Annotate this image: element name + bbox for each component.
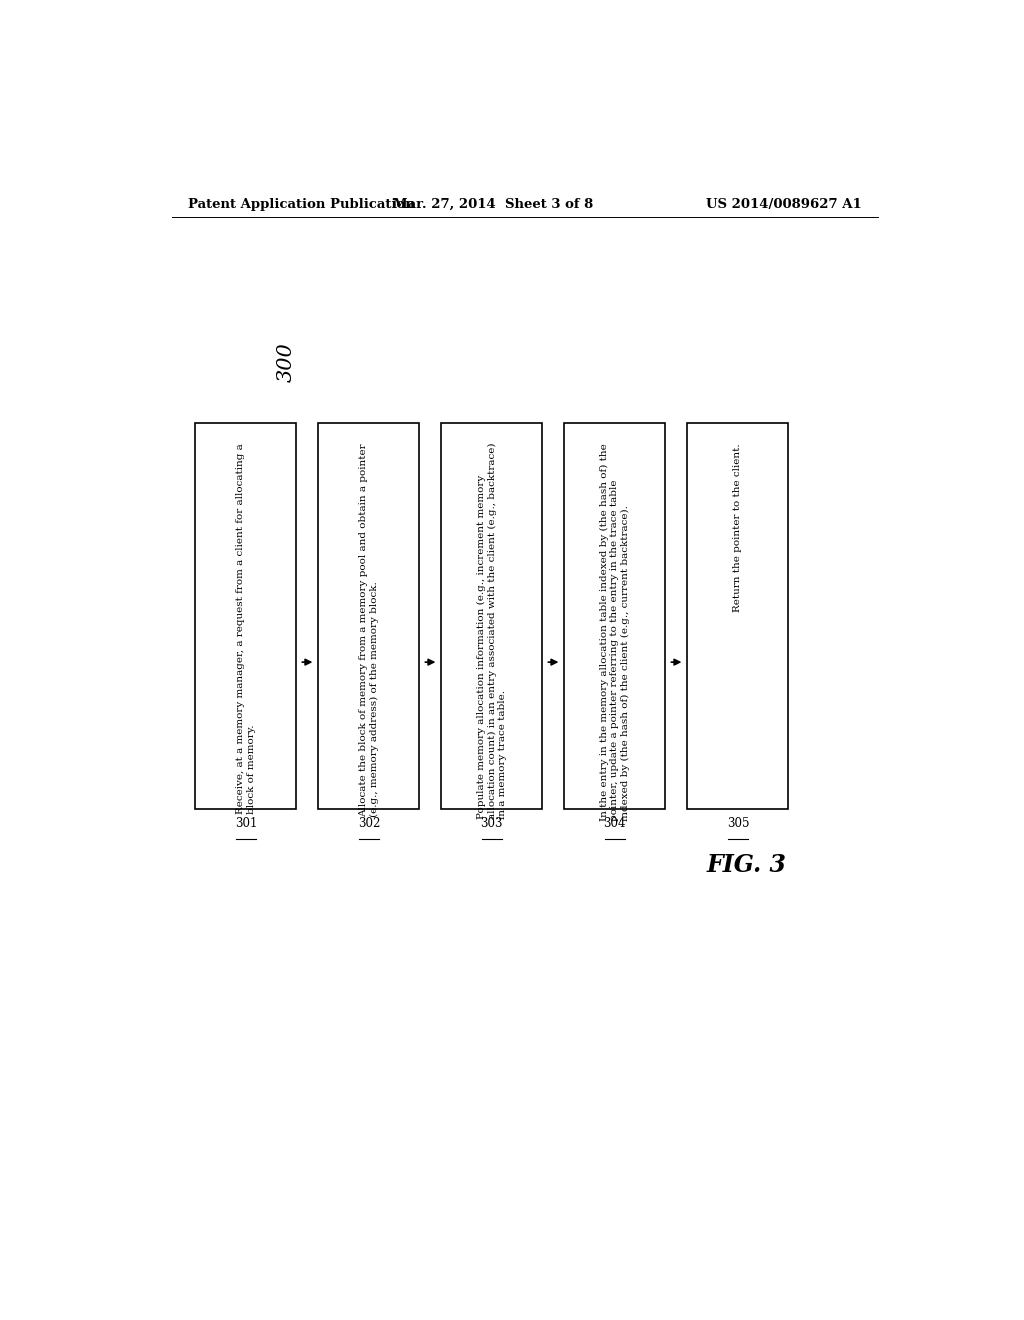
Text: 304: 304 <box>603 817 626 830</box>
Bar <box>196 422 296 809</box>
Bar <box>441 422 543 809</box>
Text: 301: 301 <box>234 817 257 830</box>
Text: 302: 302 <box>357 817 380 830</box>
Text: Allocate the block of memory from a memory pool and obtain a pointer
(e.g., memo: Allocate the block of memory from a memo… <box>359 444 379 817</box>
Text: Receive, at a memory manager, a request from a client for allocating a
block of : Receive, at a memory manager, a request … <box>237 444 256 813</box>
Bar <box>687 422 788 809</box>
Text: In the entry in the memory allocation table indexed by (the hash of) the
pointer: In the entry in the memory allocation ta… <box>600 444 630 821</box>
Text: 305: 305 <box>727 817 750 830</box>
Text: US 2014/0089627 A1: US 2014/0089627 A1 <box>707 198 862 211</box>
Text: Return the pointer to the client.: Return the pointer to the client. <box>733 444 742 611</box>
Text: Populate memory allocation information (e.g., increment memory
allocation count): Populate memory allocation information (… <box>477 444 507 820</box>
Text: Patent Application Publication: Patent Application Publication <box>187 198 415 211</box>
Text: 303: 303 <box>480 817 503 830</box>
Text: FIG. 3: FIG. 3 <box>707 853 787 876</box>
Text: Mar. 27, 2014  Sheet 3 of 8: Mar. 27, 2014 Sheet 3 of 8 <box>393 198 593 211</box>
Bar <box>318 422 419 809</box>
Bar <box>564 422 666 809</box>
Text: 300: 300 <box>278 342 296 381</box>
